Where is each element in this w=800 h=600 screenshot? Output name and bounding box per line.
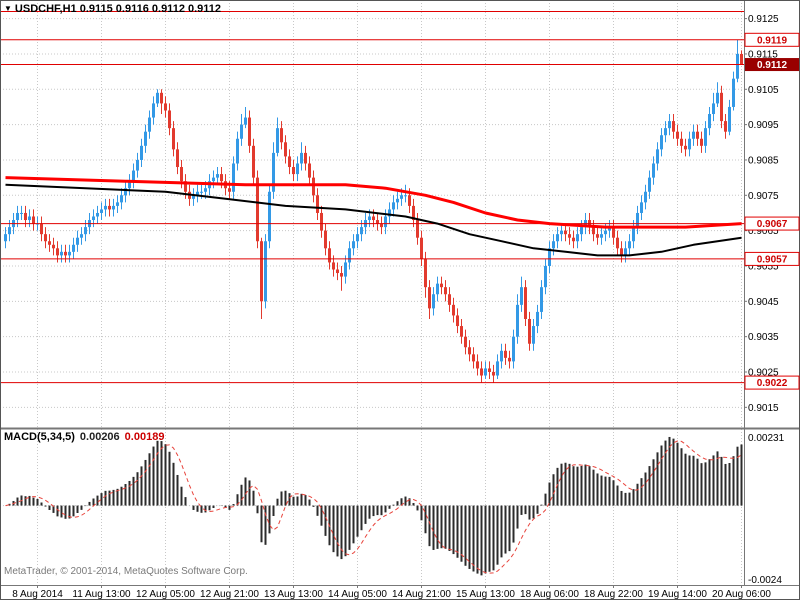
svg-text:15 Aug 13:00: 15 Aug 13:00	[456, 589, 515, 600]
ma-line-black	[5, 183, 742, 257]
svg-text:-0.0024: -0.0024	[748, 575, 782, 586]
svg-text:0.9057: 0.9057	[757, 254, 788, 265]
macd-main-value: 0.00206	[79, 431, 120, 443]
macd-indicator-label: MACD(5,34,5) 0.00206 0.00189	[4, 431, 164, 443]
macd-indicator-name: MACD(5,34,5)	[4, 431, 75, 443]
svg-text:12 Aug 21:00: 12 Aug 21:00	[200, 589, 259, 600]
metatrader-credit: MetaTrader, © 2001-2014, MetaQuotes Soft…	[4, 566, 248, 577]
svg-text:18 Aug 22:00: 18 Aug 22:00	[584, 589, 643, 600]
price-axis[interactable]: 0.9125 0.9115 0.9105 0.9095 0.9085 0.9075 0.90…	[744, 14, 785, 586]
svg-text:0.9065: 0.9065	[748, 226, 779, 237]
price-level-lines[interactable]	[0, 11, 744, 384]
svg-text:0.9075: 0.9075	[748, 191, 779, 202]
svg-text:0.9025: 0.9025	[748, 367, 779, 378]
price-badges: 0.9119 0.9112 0.9067 0.9057 0.9022	[744, 32, 800, 390]
svg-text:0.9045: 0.9045	[748, 297, 779, 308]
svg-text:0.9022: 0.9022	[757, 378, 788, 389]
svg-text:8 Aug 2014: 8 Aug 2014	[12, 589, 63, 600]
ma-line-red	[5, 176, 742, 229]
macd-signal-value: 0.00189	[124, 431, 165, 443]
macd-signal-line	[5, 440, 742, 574]
svg-text:11 Aug 13:00: 11 Aug 13:00	[72, 589, 131, 600]
svg-text:19 Aug 14:00: 19 Aug 14:00	[648, 589, 707, 600]
svg-text:0.9055: 0.9055	[748, 261, 779, 272]
svg-text:14 Aug 21:00: 14 Aug 21:00	[392, 589, 451, 600]
chart-menu-icon[interactable]: ▼	[4, 4, 12, 13]
svg-text:18 Aug 06:00: 18 Aug 06:00	[520, 589, 579, 600]
quote-line: ▼ USDCHF,H1 0.9115 0.9116 0.9112 0.9112	[4, 3, 221, 15]
symbol-quote: USDCHF,H1 0.9115 0.9116 0.9112 0.9112	[14, 3, 222, 15]
svg-text:0.9015: 0.9015	[748, 403, 779, 414]
svg-text:0.9085: 0.9085	[748, 155, 779, 166]
svg-text:0.9105: 0.9105	[748, 85, 779, 96]
macd-histogram	[8, 436, 743, 576]
svg-text:0.9125: 0.9125	[748, 14, 779, 25]
svg-text:13 Aug 13:00: 13 Aug 13:00	[264, 589, 323, 600]
svg-text:0.9035: 0.9035	[748, 332, 779, 343]
svg-text:12 Aug 05:00: 12 Aug 05:00	[136, 589, 195, 600]
grid-lines	[0, 0, 744, 585]
svg-text:0.9067: 0.9067	[757, 219, 788, 230]
time-axis[interactable]: 8 Aug 2014 11 Aug 13:00 12 Aug 05:00 12 Aug…	[12, 585, 771, 600]
svg-text:0.00231: 0.00231	[748, 433, 785, 444]
svg-text:0.9112: 0.9112	[757, 60, 787, 71]
svg-text:20 Aug 06:00: 20 Aug 06:00	[712, 589, 771, 600]
svg-text:14 Aug 05:00: 14 Aug 05:00	[328, 589, 387, 600]
candlestick-series	[4, 39, 743, 383]
svg-text:0.9115: 0.9115	[748, 49, 778, 60]
svg-text:0.9119: 0.9119	[757, 35, 787, 46]
svg-text:0.9095: 0.9095	[748, 120, 779, 131]
